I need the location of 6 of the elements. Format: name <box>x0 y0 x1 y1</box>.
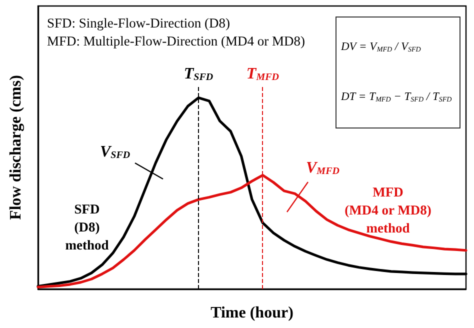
text: SFD: Single-Flow-Direction (D8) <box>47 16 230 30</box>
text: MFD: Multiple-Flow-Direction (MD4 or MD8) <box>47 34 305 48</box>
x-axis-title: Time (hour) <box>210 304 294 322</box>
series-label: MFD (MD4 or MD8) method <box>344 184 432 236</box>
y-axis-title: Flow discharge (cms) <box>8 75 24 220</box>
series-label: SFD (D8) method <box>65 202 110 252</box>
